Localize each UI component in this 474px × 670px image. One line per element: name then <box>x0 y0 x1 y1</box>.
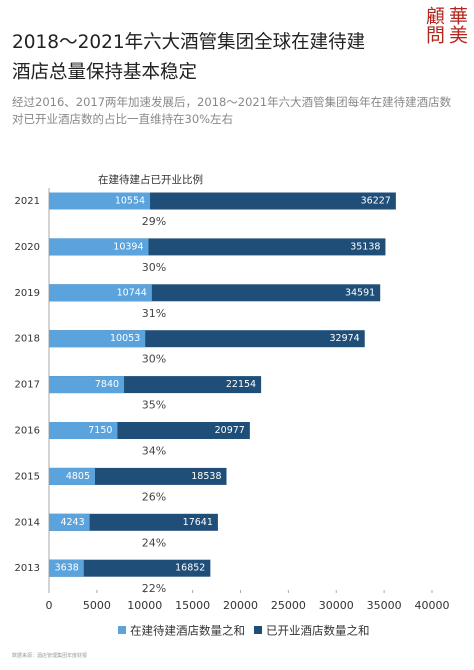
y-tick-label: 2020 <box>15 242 40 253</box>
x-tick-label: 40000 <box>415 599 450 612</box>
bar <box>49 467 96 485</box>
bar-label: 36227 <box>361 196 391 207</box>
bar <box>49 330 146 348</box>
title-line: 酒店总量保持基本稳定 <box>12 62 198 83</box>
bar-label: 16852 <box>175 563 205 574</box>
ratio-label: 34% <box>142 445 166 458</box>
x-tick-label: 5000 <box>83 599 111 612</box>
bar <box>49 422 118 439</box>
bar-label: 4805 <box>66 471 90 482</box>
y-tick-label: 2021 <box>15 196 40 207</box>
legend-label: 在建待建酒店数量之和 <box>130 624 245 638</box>
subtitle: 经过2016、2017两年加速发展后，2018～2021年六大酒管集团每年在建待… <box>12 95 452 126</box>
x-tick-label: 15000 <box>175 599 210 612</box>
bar-label: 10394 <box>113 241 143 252</box>
ratio-label: 26% <box>142 490 166 503</box>
bar <box>49 284 152 302</box>
bar <box>49 238 149 256</box>
legend-swatch <box>254 626 262 634</box>
x-tick-label: 0 <box>46 599 53 612</box>
bar-label: 34591 <box>345 287 375 298</box>
annotation: 在建待建占已开业比例 <box>98 173 203 186</box>
ratio-label: 29% <box>142 215 166 228</box>
ratio-label: 22% <box>142 582 166 595</box>
ratio-label: 30% <box>142 353 166 366</box>
bar-label: 10053 <box>110 333 140 344</box>
bar-label: 3638 <box>55 563 79 574</box>
bar-label: 7150 <box>88 425 112 436</box>
bar <box>49 513 218 531</box>
bar-label: 32974 <box>329 333 359 344</box>
x-tick-label: 10000 <box>127 599 162 612</box>
bar-label: 10554 <box>115 196 145 207</box>
bar-label: 20977 <box>215 425 245 436</box>
ratio-label: 30% <box>142 261 166 274</box>
bar-label: 18538 <box>191 471 221 482</box>
y-tick-label: 2015 <box>15 471 40 482</box>
bar <box>49 513 90 531</box>
ratio-label: 35% <box>142 399 166 412</box>
y-tick-label: 2014 <box>15 517 40 528</box>
y-tick-label: 2018 <box>15 334 40 345</box>
bar-label: 4243 <box>60 517 84 528</box>
bar-label: 22154 <box>226 379 256 390</box>
source: 数据来源：酒店管理集团年度财报 <box>12 653 88 659</box>
chart: 在建待建占已开业比例 0 5000 10000 15000 20000 25000 3000… <box>15 173 450 638</box>
y-tick-label: 2016 <box>15 426 40 437</box>
logo: 華美顧問 <box>423 6 468 44</box>
x-tick-label: 25000 <box>271 599 306 612</box>
x-tick-label: 35000 <box>367 599 402 612</box>
bar-label: 10744 <box>117 287 147 298</box>
bar <box>49 559 84 577</box>
bar <box>49 559 211 577</box>
bar-label: 17641 <box>183 517 213 528</box>
x-tick-label: 30000 <box>319 599 354 612</box>
legend-swatch <box>118 626 126 634</box>
ratio-label: 31% <box>142 307 166 320</box>
x-tick-label: 20000 <box>223 599 258 612</box>
legend-label: 已开业酒店数量之和 <box>266 624 370 638</box>
bar-label: 7840 <box>95 379 119 390</box>
y-tick-label: 2019 <box>15 288 40 299</box>
y-tick-label: 2017 <box>15 380 40 391</box>
bar <box>49 376 125 394</box>
bar <box>49 192 151 210</box>
ratio-label: 24% <box>142 536 166 549</box>
y-tick-label: 2013 <box>15 563 40 574</box>
bar-label: 35138 <box>350 241 380 252</box>
title-line: 2018～2021年六大酒管集团全球在建待建 <box>12 32 366 53</box>
